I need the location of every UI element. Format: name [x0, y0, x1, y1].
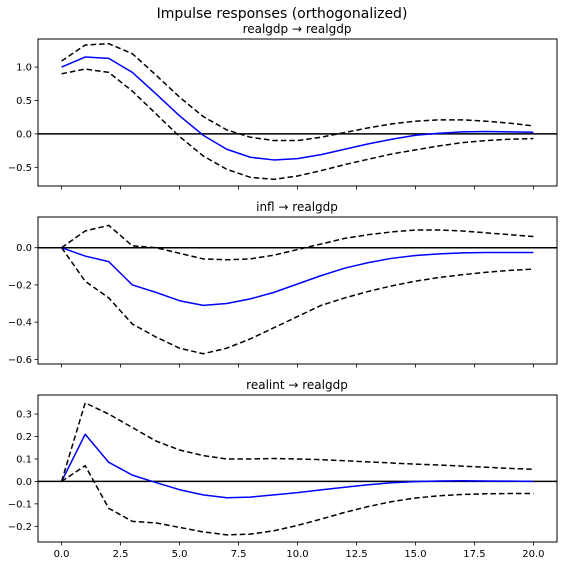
- lower-band-line: [60, 247, 534, 355]
- y-tick-label: −0.1: [8, 499, 32, 510]
- irf-line: [61, 246, 534, 307]
- x-tick-label: 2.5: [113, 549, 129, 560]
- upper-band-line: [61, 224, 534, 261]
- y-tick-label: 0.0: [16, 243, 32, 254]
- y-tick-label: 0.0: [16, 477, 32, 488]
- irf-line: [60, 433, 534, 499]
- y-tick-label: −0.5: [8, 163, 32, 174]
- y-tick-label: 0.1: [16, 454, 32, 465]
- x-tick-label: 12.5: [345, 549, 367, 560]
- panel-infl-realgdp: infl → realgdp −0.6 −0.4 −0.2 0.0: [8, 200, 558, 368]
- x-tick-label: 15.0: [404, 549, 426, 560]
- y-tick-label: 1.0: [16, 63, 32, 74]
- x-tick-label: 17.5: [463, 549, 485, 560]
- figure-title: Impulse responses (orthogonalized): [157, 6, 408, 22]
- y-tick-label: 0.5: [16, 96, 32, 107]
- y-tick-label: 0.3: [16, 410, 32, 421]
- y-tick-label: −0.4: [8, 318, 32, 329]
- y-tick-label: −0.2: [8, 280, 32, 291]
- upper-band-line: [61, 42, 534, 142]
- panel-title: infl → realgdp: [256, 200, 338, 214]
- panel-title: realgdp → realgdp: [243, 22, 352, 36]
- lower-band-line: [61, 68, 534, 181]
- x-tick-label: 0.0: [54, 549, 70, 560]
- upper-band-line: [60, 402, 534, 482]
- y-tick-label: 0.2: [16, 432, 32, 443]
- y-tick-label: −0.6: [8, 355, 32, 366]
- irf-line: [61, 56, 534, 161]
- y-tick-label: 0.0: [16, 129, 32, 140]
- x-tick-label: 10.0: [286, 549, 308, 560]
- x-tick-label: 7.5: [231, 549, 247, 560]
- y-tick-label: −0.2: [8, 522, 32, 533]
- x-tick-label: 20.0: [522, 549, 544, 560]
- panel-title: realint → realgdp: [246, 378, 348, 392]
- panel-realgdp-realgdp: realgdp → realgdp −0.5 0.0 0.5 1.0: [8, 22, 558, 190]
- x-tick-label: 5.0: [172, 549, 188, 560]
- lower-band-line: [61, 464, 534, 536]
- panel-realint-realgdp: realint → realgdp −0.2 −0.1 0.0 0.1 0.2 0.3 0.…: [8, 378, 558, 560]
